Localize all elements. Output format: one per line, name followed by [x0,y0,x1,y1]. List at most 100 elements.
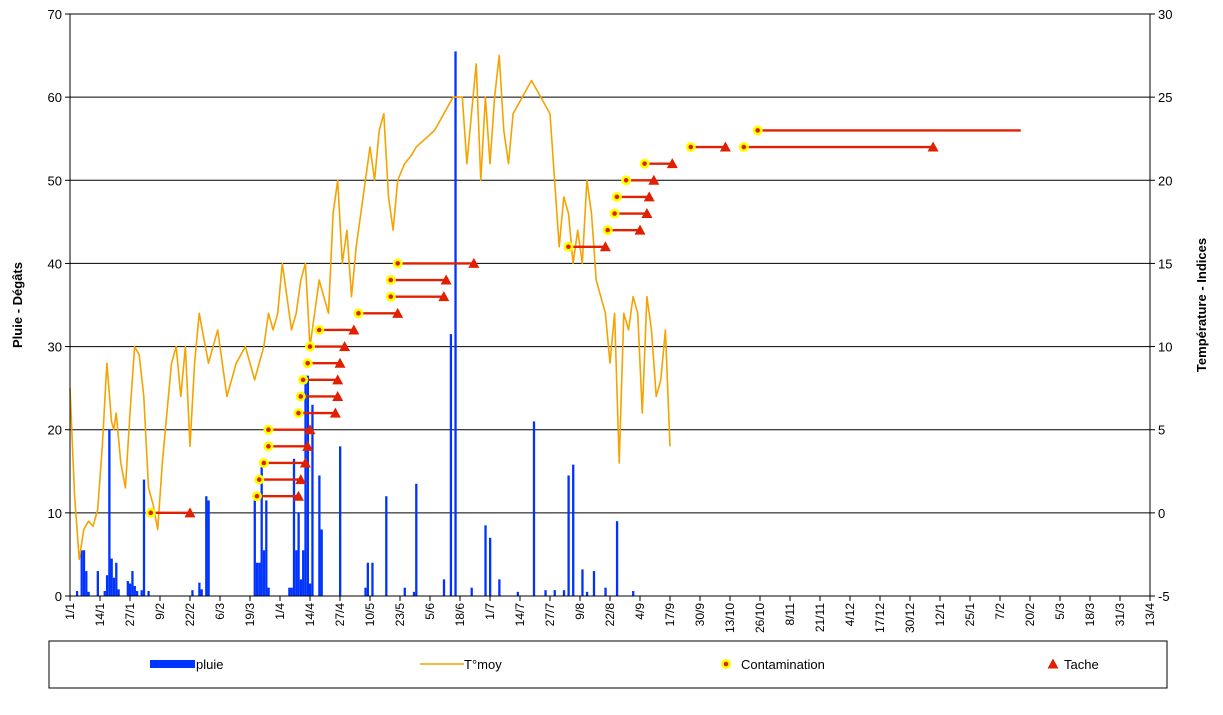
tache-marker [302,440,314,451]
rain-bar [489,537,492,596]
rain-bar [87,591,90,596]
y-right-tick-label: 15 [1158,256,1172,271]
x-tick-label: 25/1 [963,603,977,627]
x-tick-label: 27/1 [123,603,137,627]
rain-bar [484,525,487,596]
rain-bar [288,587,291,596]
tache-marker [438,291,450,302]
tache-marker [339,341,351,352]
rain-bar [311,404,314,596]
rain-bar [108,429,111,596]
legend-label: T°moy [464,657,502,672]
tache-marker [332,390,344,401]
rain-bar [585,591,589,596]
rain-bar [302,550,305,596]
x-tick-label: 9/2 [153,603,167,620]
rain-bar [290,587,293,596]
rain-bar [115,562,118,596]
rain-bar [498,579,501,596]
contamination-marker-center [623,177,629,183]
x-tick-label: 26/10 [753,603,767,633]
x-tick-label: 22/2 [183,603,197,627]
y-left-tick-label: 60 [48,90,62,105]
y-left-tick-label: 0 [55,589,62,604]
rain-bar [553,590,556,596]
x-tick-label: 18/6 [453,603,467,627]
rain-bar [532,421,536,596]
rain-bar [364,587,367,596]
y-left-tick-label: 20 [48,423,62,438]
y-right-tick-label: -5 [1158,589,1170,604]
x-tick-label: 18/3 [1083,603,1097,627]
y-right-tick-label: 20 [1158,173,1172,188]
legend-swatch-tache [1047,658,1059,669]
rain-bar [449,334,453,596]
x-tick-label: 1/1 [63,603,77,620]
x-tick-label: 17/9 [663,603,677,627]
contamination-marker-center [688,144,694,150]
x-tick-label: 8/11 [783,603,797,626]
rain-bar [339,446,342,596]
tache-marker [392,307,404,318]
rain-bar [403,587,406,596]
y-right-tick-label: 5 [1158,423,1165,438]
rain-bar [295,550,298,596]
contamination-marker-center [300,377,306,383]
rain-bar [105,575,109,596]
rain-bar [133,586,136,596]
x-tick-label: 1/4 [273,603,287,620]
x-tick-label: 14/4 [303,603,317,627]
x-tick-label: 23/5 [393,603,407,627]
y-right-tick-label: 10 [1158,340,1172,355]
contamination-marker-center [395,261,400,266]
contamination-marker-center [256,477,262,482]
rain-bar [415,483,418,596]
rain-bar [371,562,374,596]
tache-marker [348,324,360,335]
tache-marker [641,208,653,219]
temperature-series [69,54,671,561]
rain-series [75,51,635,596]
rain-bar [304,375,307,596]
rain-bar [131,571,134,596]
contamination-marker-center [755,128,760,133]
x-tick-label: 30/12 [903,603,917,633]
rain-bar [562,590,566,596]
contamination-marker-center [741,144,747,150]
legend-label: pluie [196,657,223,672]
rain-bar [632,591,635,596]
x-tick-label: 30/9 [693,603,707,627]
x-tick-label: 7/2 [993,603,1007,620]
x-tick-label: 4/12 [843,603,857,627]
tache-marker [634,224,646,235]
contamination-marker-center [254,493,260,499]
y-left-tick-label: 10 [48,506,62,521]
legend-swatch-rain [150,660,195,668]
rain-bar [75,591,79,596]
rain-bar [103,591,106,596]
rain-bar [615,521,619,596]
x-tick-label: 9/8 [573,603,587,620]
rain-bar [262,550,266,596]
x-tick-label: 5/3 [1053,603,1067,620]
rain-bar [198,582,201,596]
x-tick-label: 17/12 [873,603,887,633]
tache-marker [329,407,341,418]
tache-marker [440,274,452,285]
y-left-tick-label: 70 [48,7,62,22]
axes: 0 10 20 30 40 50 60 70 -5 0 5 10 15 20 25 30 1/1 14/1 27/1… [48,7,1173,633]
y-left-tick-label: 30 [48,340,62,355]
rain-bar [110,558,113,596]
contamination-marker-center [266,427,271,433]
rain-bar [85,571,88,596]
rain-bar [320,529,323,596]
rain-bar [297,512,300,596]
rain-bar [147,591,150,596]
x-tick-label: 19/3 [243,603,257,627]
tache-marker [643,191,655,202]
x-tick-label: 6/3 [213,603,227,620]
x-tick-label: 12/1 [933,603,947,627]
x-tick-label: 22/8 [603,603,617,627]
rain-bar [191,590,194,596]
tache-marker [334,357,346,368]
